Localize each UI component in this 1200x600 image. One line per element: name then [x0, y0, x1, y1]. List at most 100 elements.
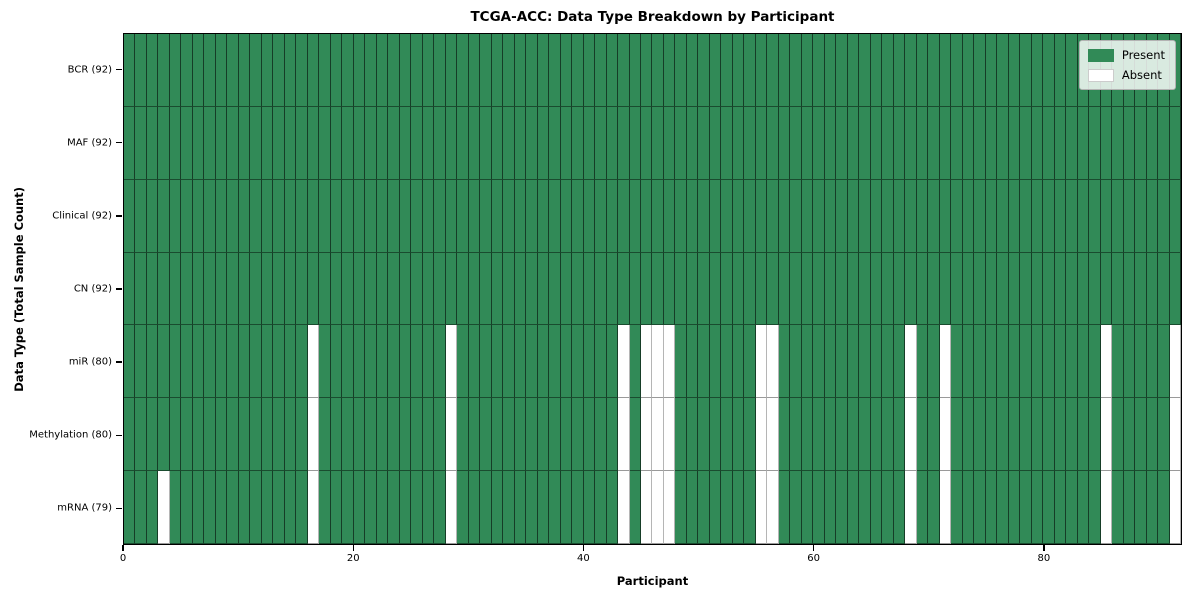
legend-entry: Present: [1087, 48, 1165, 62]
y-tick-label: CN (92): [73, 283, 112, 295]
heatmap-cell: [641, 106, 653, 180]
heatmap-cell: [353, 398, 366, 472]
heatmap-cell: [698, 252, 710, 326]
heatmap-cell: [215, 398, 228, 472]
heatmap-cell: [675, 325, 687, 399]
heatmap-cell: [491, 106, 504, 180]
heatmap-cell: [238, 252, 251, 326]
heatmap-cell: [376, 252, 389, 326]
heatmap-cell: [434, 106, 446, 180]
heatmap-cell: [985, 106, 998, 180]
heatmap-cell: [135, 398, 147, 472]
heatmap-cell: [767, 325, 779, 399]
heatmap-cell: [801, 179, 814, 253]
heatmap-cell: [296, 252, 308, 326]
heatmap-cell: [997, 471, 1009, 544]
heatmap-cell: [169, 325, 182, 399]
heatmap-cell: [905, 325, 917, 399]
heatmap-cell: [1123, 252, 1136, 326]
heatmap-cell: [629, 325, 641, 399]
heatmap-cell: [549, 252, 561, 326]
heatmap-cell: [882, 325, 894, 399]
heatmap-cell: [847, 252, 860, 326]
heatmap-cell: [663, 106, 676, 180]
heatmap-cell: [836, 34, 848, 107]
heatmap-cell: [215, 179, 228, 253]
heatmap-cell: [284, 252, 297, 326]
heatmap-cell: [755, 398, 768, 472]
heatmap-cell: [675, 179, 687, 253]
heatmap-cell: [503, 398, 515, 472]
heatmap-cell: [411, 106, 423, 180]
heatmap-cell: [468, 106, 481, 180]
y-tick-mark: [116, 215, 122, 217]
heatmap-cell: [1066, 252, 1078, 326]
heatmap-cell: [1146, 106, 1159, 180]
heatmap-cell: [307, 106, 320, 180]
heatmap-cell: [767, 252, 779, 326]
heatmap-cell: [296, 471, 308, 544]
heatmap-cell: [962, 34, 975, 107]
heatmap-cell: [319, 34, 331, 107]
heatmap-cell: [618, 398, 630, 472]
heatmap-cell: [480, 471, 492, 544]
heatmap-cell: [169, 471, 182, 544]
heatmap-cell: [663, 398, 676, 472]
heatmap-cell: [951, 34, 963, 107]
heatmap-cell: [928, 325, 940, 399]
heatmap-cell: [480, 34, 492, 107]
heatmap-cell: [1043, 325, 1055, 399]
heatmap-cell: [629, 106, 641, 180]
heatmap-cell: [307, 471, 320, 544]
heatmap-cell: [342, 325, 354, 399]
heatmap-cell: [778, 325, 791, 399]
legend-swatch: [1087, 68, 1114, 82]
y-tick-label: MAF (92): [67, 137, 112, 149]
heatmap-cell: [1089, 106, 1101, 180]
heatmap-cell: [227, 471, 239, 544]
heatmap-cell: [1020, 106, 1032, 180]
heatmap-cell: [1135, 398, 1147, 472]
heatmap-cell: [790, 398, 802, 472]
heatmap-cell: [227, 34, 239, 107]
heatmap-cell: [1158, 325, 1170, 399]
heatmap-cell: [445, 179, 458, 253]
heatmap-cell: [560, 106, 573, 180]
heatmap-cell: [192, 106, 205, 180]
heatmap-cell: [893, 34, 906, 107]
heatmap-cell: [962, 325, 975, 399]
heatmap-cell: [813, 398, 825, 472]
heatmap-cell: [916, 179, 929, 253]
heatmap-cell: [1066, 179, 1078, 253]
heatmap-cell: [1100, 398, 1113, 472]
heatmap-cell: [928, 252, 940, 326]
heatmap-cell: [916, 106, 929, 180]
heatmap-cell: [215, 471, 228, 544]
heatmap-cell: [618, 106, 630, 180]
heatmap-cell: [204, 325, 216, 399]
heatmap-cell: [962, 252, 975, 326]
heatmap-cell: [859, 252, 871, 326]
heatmap-cell: [997, 252, 1009, 326]
heatmap-cell: [422, 179, 435, 253]
heatmap-cell: [1031, 471, 1044, 544]
heatmap-cell: [146, 106, 159, 180]
heatmap-cell: [514, 106, 527, 180]
heatmap-cell: [376, 34, 389, 107]
heatmap-cell: [560, 325, 573, 399]
heatmap-cell: [767, 471, 779, 544]
heatmap-cell: [1123, 471, 1136, 544]
heatmap-cell: [813, 471, 825, 544]
heatmap-cell: [1043, 106, 1055, 180]
heatmap-cell: [319, 471, 331, 544]
heatmap-cell: [951, 398, 963, 472]
heatmap-cell: [399, 179, 412, 253]
heatmap-cell: [675, 398, 687, 472]
heatmap-cell: [974, 34, 986, 107]
y-tick-mark: [116, 142, 122, 144]
heatmap-cell: [572, 106, 584, 180]
heatmap-cell: [284, 471, 297, 544]
heatmap-cell: [250, 34, 262, 107]
heatmap-cell: [813, 106, 825, 180]
heatmap-cell: [893, 106, 906, 180]
